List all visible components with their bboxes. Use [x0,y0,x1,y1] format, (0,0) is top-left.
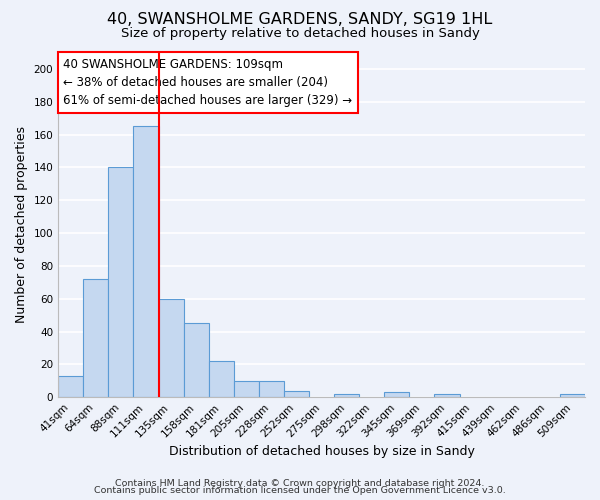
Bar [434,394,460,397]
Bar [83,279,109,397]
Bar [58,376,83,397]
X-axis label: Distribution of detached houses by size in Sandy: Distribution of detached houses by size … [169,444,475,458]
Bar [560,394,585,397]
Text: 40, SWANSHOLME GARDENS, SANDY, SG19 1HL: 40, SWANSHOLME GARDENS, SANDY, SG19 1HL [107,12,493,28]
Text: Size of property relative to detached houses in Sandy: Size of property relative to detached ho… [121,28,479,40]
Bar [109,168,133,397]
Bar [158,298,184,397]
Bar [184,324,209,397]
Bar [133,126,158,397]
Text: Contains public sector information licensed under the Open Government Licence v3: Contains public sector information licen… [94,486,506,495]
Y-axis label: Number of detached properties: Number of detached properties [15,126,28,324]
Bar [334,394,359,397]
Text: 40 SWANSHOLME GARDENS: 109sqm
← 38% of detached houses are smaller (204)
61% of : 40 SWANSHOLME GARDENS: 109sqm ← 38% of d… [64,58,353,106]
Bar [385,392,409,397]
Bar [234,381,259,397]
Bar [259,381,284,397]
Bar [284,390,309,397]
Bar [209,361,234,397]
Text: Contains HM Land Registry data © Crown copyright and database right 2024.: Contains HM Land Registry data © Crown c… [115,478,485,488]
